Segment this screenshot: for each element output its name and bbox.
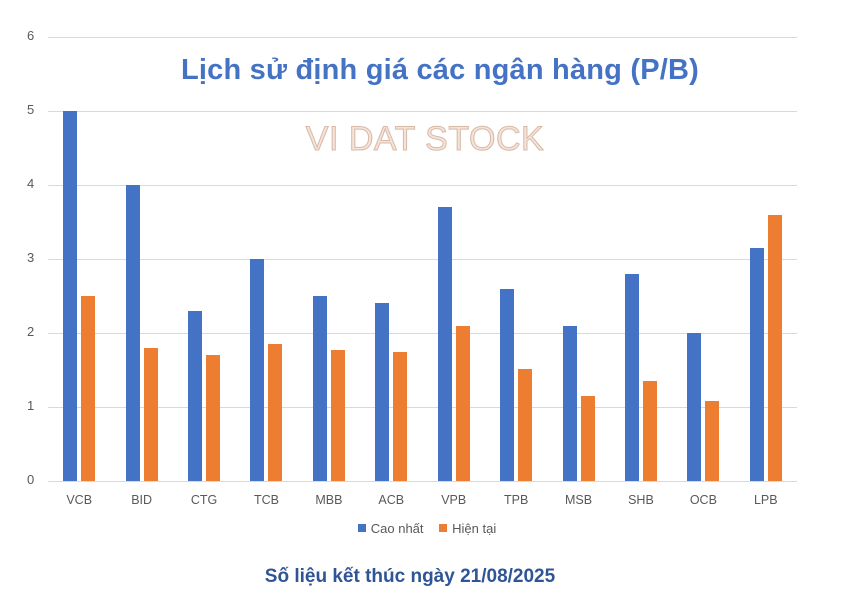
gridline [48, 259, 797, 260]
bar-bid-max [125, 185, 140, 481]
gridline [48, 185, 797, 186]
x-tick-label: LPB [753, 493, 778, 507]
bar-shb-current [642, 381, 657, 481]
bar-msb-current [580, 395, 595, 481]
bar-ocb-max [687, 333, 702, 481]
bar-acb-current [393, 351, 408, 481]
legend-item-max: Cao nhất [357, 520, 424, 536]
bar-lpb-current [767, 214, 782, 481]
x-tick-label: OCB [689, 493, 717, 507]
bar-lpb-max [749, 247, 764, 481]
bar-msb-max [562, 325, 577, 481]
legend-label: Hiện tại [452, 520, 497, 536]
bar-tpb-max [500, 288, 515, 481]
bar-tcb-current [268, 344, 283, 481]
bar-ctg-current [206, 355, 221, 481]
y-tick-label: 2 [27, 324, 35, 339]
gridline [48, 407, 797, 408]
x-tick-label: ACB [378, 493, 405, 507]
x-tick-label: SHB [628, 493, 654, 507]
bar-vpb-max [437, 207, 452, 481]
bar-bid-current [143, 347, 158, 481]
bar-mbb-current [330, 350, 345, 481]
legend-label: Cao nhất [370, 520, 424, 536]
bar-mbb-max [312, 296, 327, 481]
plot-area [48, 37, 797, 482]
y-tick-label: 6 [27, 28, 35, 43]
gridline [48, 37, 797, 38]
bar-tpb-current [518, 368, 533, 481]
x-tick-label: VCB [66, 493, 93, 507]
bar-vpb-current [455, 325, 470, 481]
bar-ctg-max [188, 310, 203, 481]
x-tick-label: VPB [441, 493, 467, 507]
gridline [48, 333, 797, 334]
footnote: Số liệu kết thúc ngày 21/08/2025 [264, 566, 556, 587]
y-tick-label: 1 [27, 398, 35, 413]
gridline [48, 481, 797, 482]
y-tick-label: 3 [27, 250, 35, 265]
legend-swatch-blue-icon [357, 524, 366, 532]
x-tick-label: TPB [503, 493, 529, 507]
bar-acb-max [375, 303, 390, 481]
y-tick-label: 0 [27, 472, 35, 487]
x-tick-label: TCB [253, 493, 279, 507]
y-tick-label: 5 [27, 102, 35, 117]
bar-tcb-max [250, 259, 265, 481]
x-tick-label: MBB [315, 493, 343, 507]
x-tick-label: CTG [190, 493, 218, 507]
legend: Cao nhất Hiện tại [0, 520, 854, 536]
bar-shb-max [624, 273, 639, 481]
legend-item-current: Hiện tại [439, 521, 496, 536]
gridline [48, 111, 797, 112]
bar-ocb-current [705, 401, 720, 481]
legend-swatch-orange-icon [439, 524, 448, 532]
watermark: VI DAT STOCK [305, 120, 545, 159]
y-tick-label: 4 [27, 176, 35, 191]
x-tick-label: BID [131, 493, 153, 507]
chart-title: Lịch sử định giá các ngân hàng (P/B) [180, 54, 700, 86]
x-tick-label: MSB [564, 493, 593, 507]
bar-vcb-current [81, 296, 96, 481]
bar-vcb-max [63, 111, 78, 481]
